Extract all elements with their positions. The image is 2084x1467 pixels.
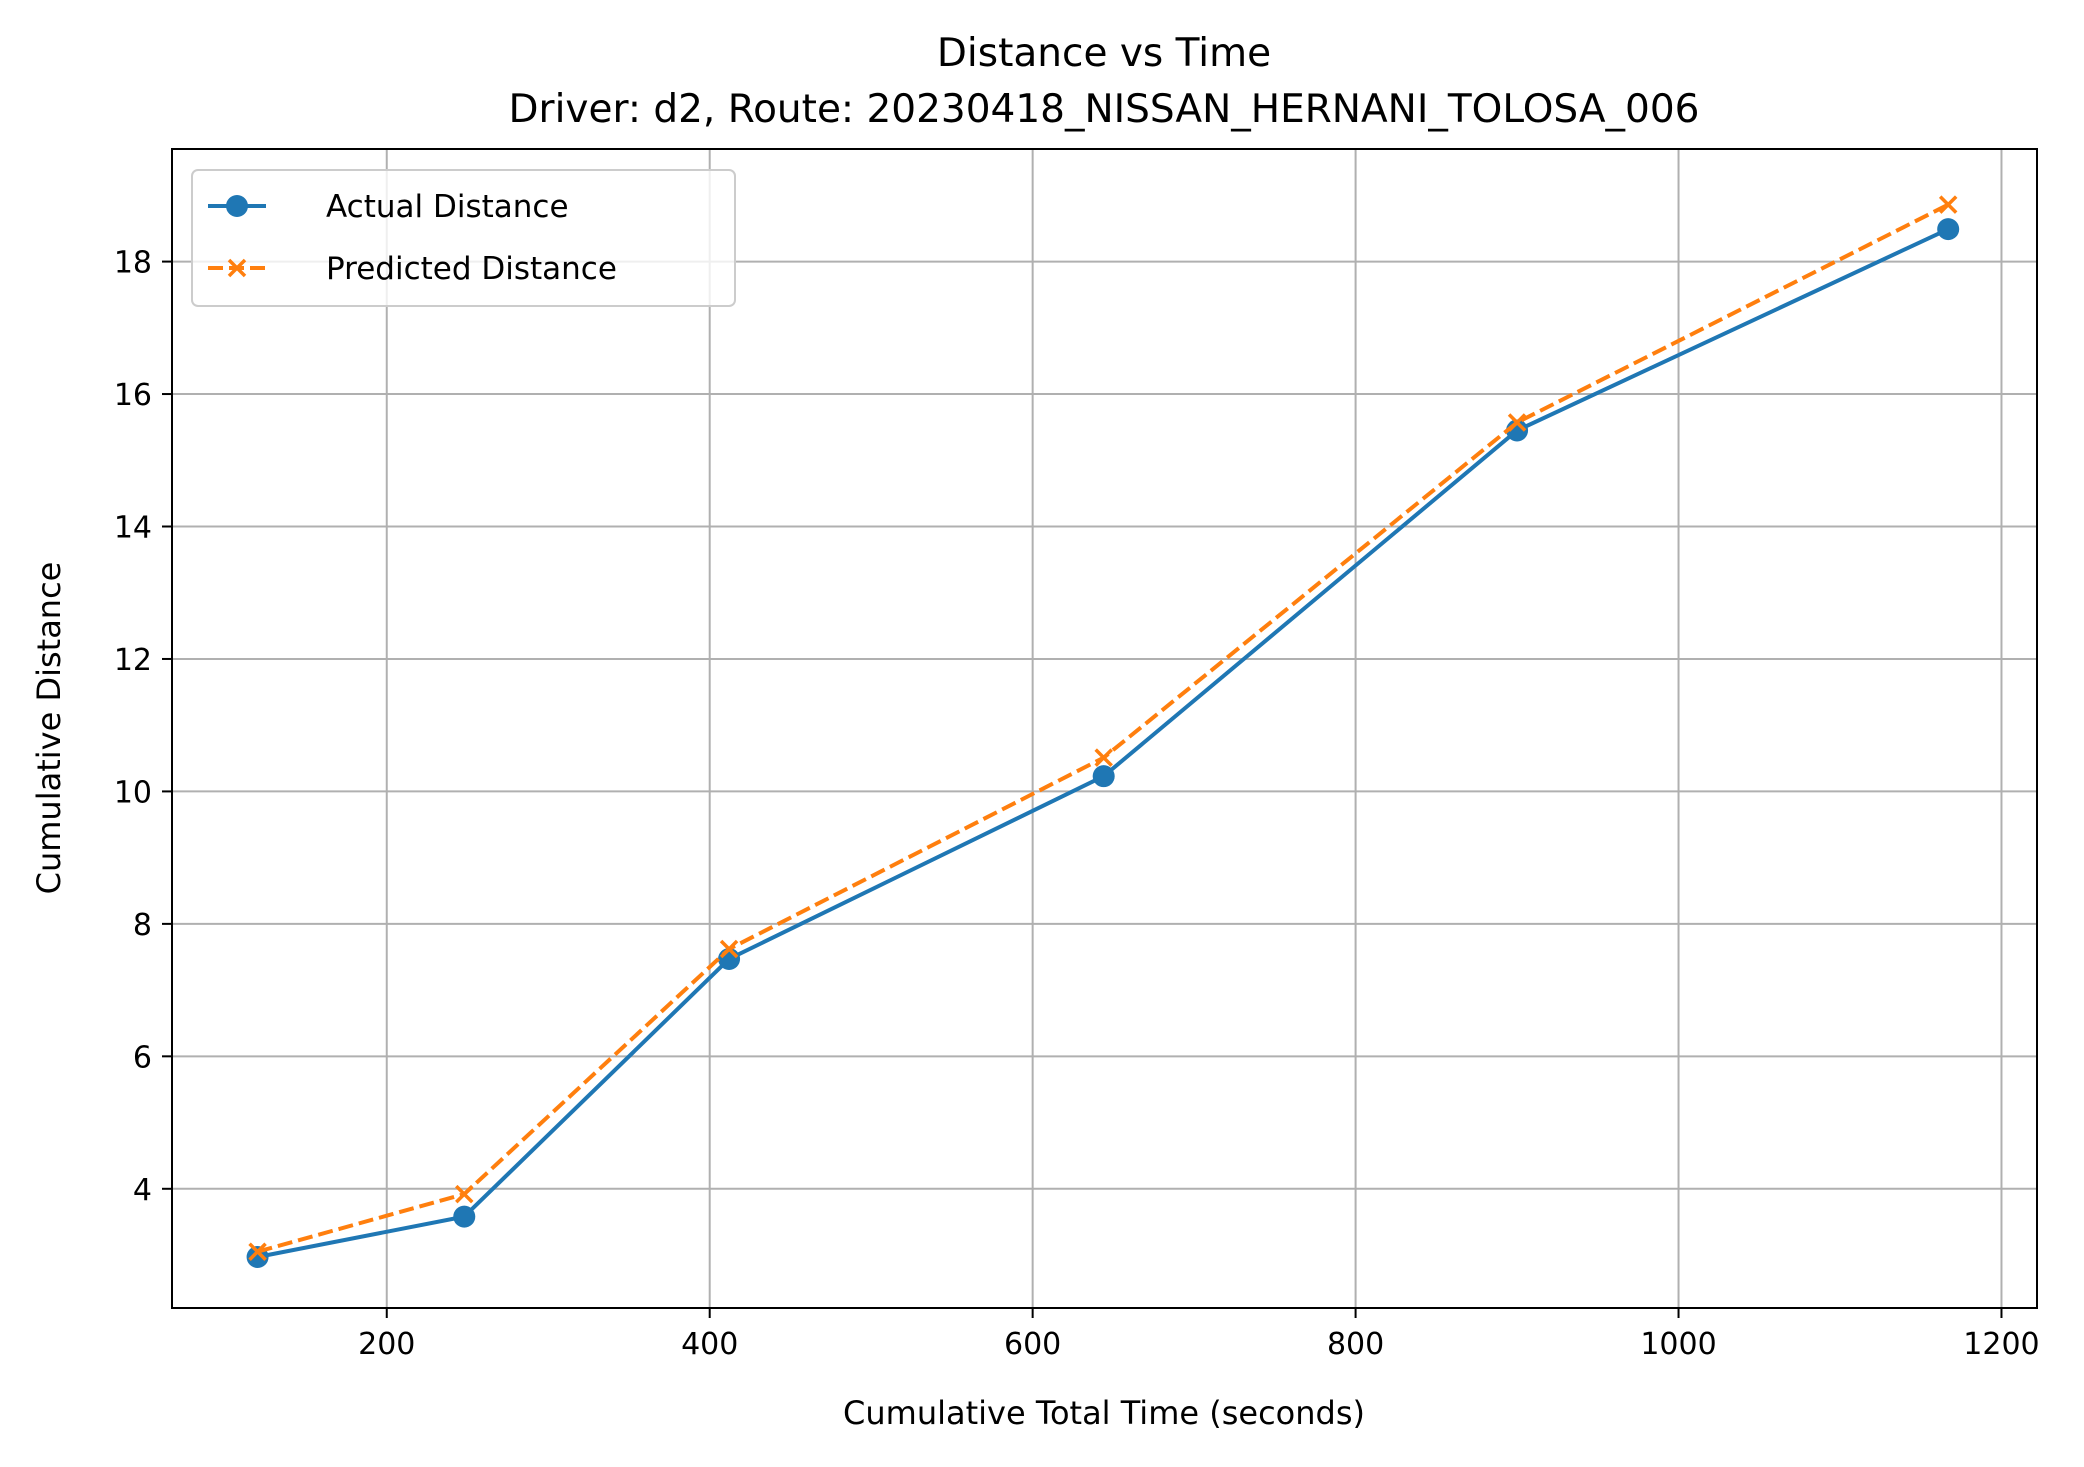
y-tick-label: 14 <box>114 511 152 546</box>
y-axis-label: Cumulative Distance <box>30 562 68 895</box>
grid-lines <box>172 149 2037 1308</box>
y-tick-label: 16 <box>114 378 152 413</box>
series-line-actual <box>257 227 1950 1259</box>
y-tick-label: 8 <box>133 908 152 943</box>
data-point-actual <box>1937 218 1960 241</box>
y-tick-label: 4 <box>133 1173 152 1208</box>
x-tick-label: 200 <box>358 1327 415 1362</box>
y-tick-label: 12 <box>114 643 152 678</box>
legend-box <box>191 169 736 307</box>
chart-subtitle: Driver: d2, Route: 20230418_NISSAN_HERNA… <box>509 87 1700 132</box>
data-point-predicted <box>1094 748 1113 767</box>
chart-title: Distance vs Time <box>937 31 1271 76</box>
x-tick-label: 1200 <box>1963 1327 2039 1362</box>
data-point-predicted <box>719 939 739 959</box>
x-tick-label: 1000 <box>1640 1327 1716 1362</box>
x-tick-label: 400 <box>681 1327 738 1362</box>
legend-entry-actual: Actual Distance <box>208 189 569 225</box>
y-tick-label: 18 <box>114 246 152 281</box>
data-point-predicted <box>1507 413 1527 432</box>
legend-marker-predicted <box>227 258 247 278</box>
x-tick-label: 800 <box>1327 1327 1384 1362</box>
x-tick-label: 600 <box>1004 1327 1061 1362</box>
legend-marker-actual <box>226 195 248 217</box>
legend-label-predicted: Predicted Distance <box>326 251 617 287</box>
y-tick-label: 6 <box>133 1040 152 1075</box>
legend-entry-predicted: Predicted Distance <box>208 251 617 287</box>
data-point-predicted <box>1938 195 1958 214</box>
y-tick-label: 10 <box>114 775 152 810</box>
data-point-actual <box>453 1205 476 1228</box>
data-point-predicted <box>455 1184 474 1204</box>
legend-label-actual: Actual Distance <box>326 189 569 225</box>
series-layer <box>246 195 1960 1269</box>
plot-frame <box>171 148 2038 1309</box>
x-axis-label: Cumulative Total Time (seconds) <box>843 1394 1365 1432</box>
axis-ticks: 200 400 600 800 1000 1200 4 6 8 10 12 14 16 18 <box>114 246 2040 1362</box>
legend: Actual Distance Predicted Distance <box>191 169 736 307</box>
series-line-predicted <box>257 202 1950 1254</box>
data-point-predicted <box>248 1242 267 1261</box>
data-point-actual <box>1092 765 1115 788</box>
